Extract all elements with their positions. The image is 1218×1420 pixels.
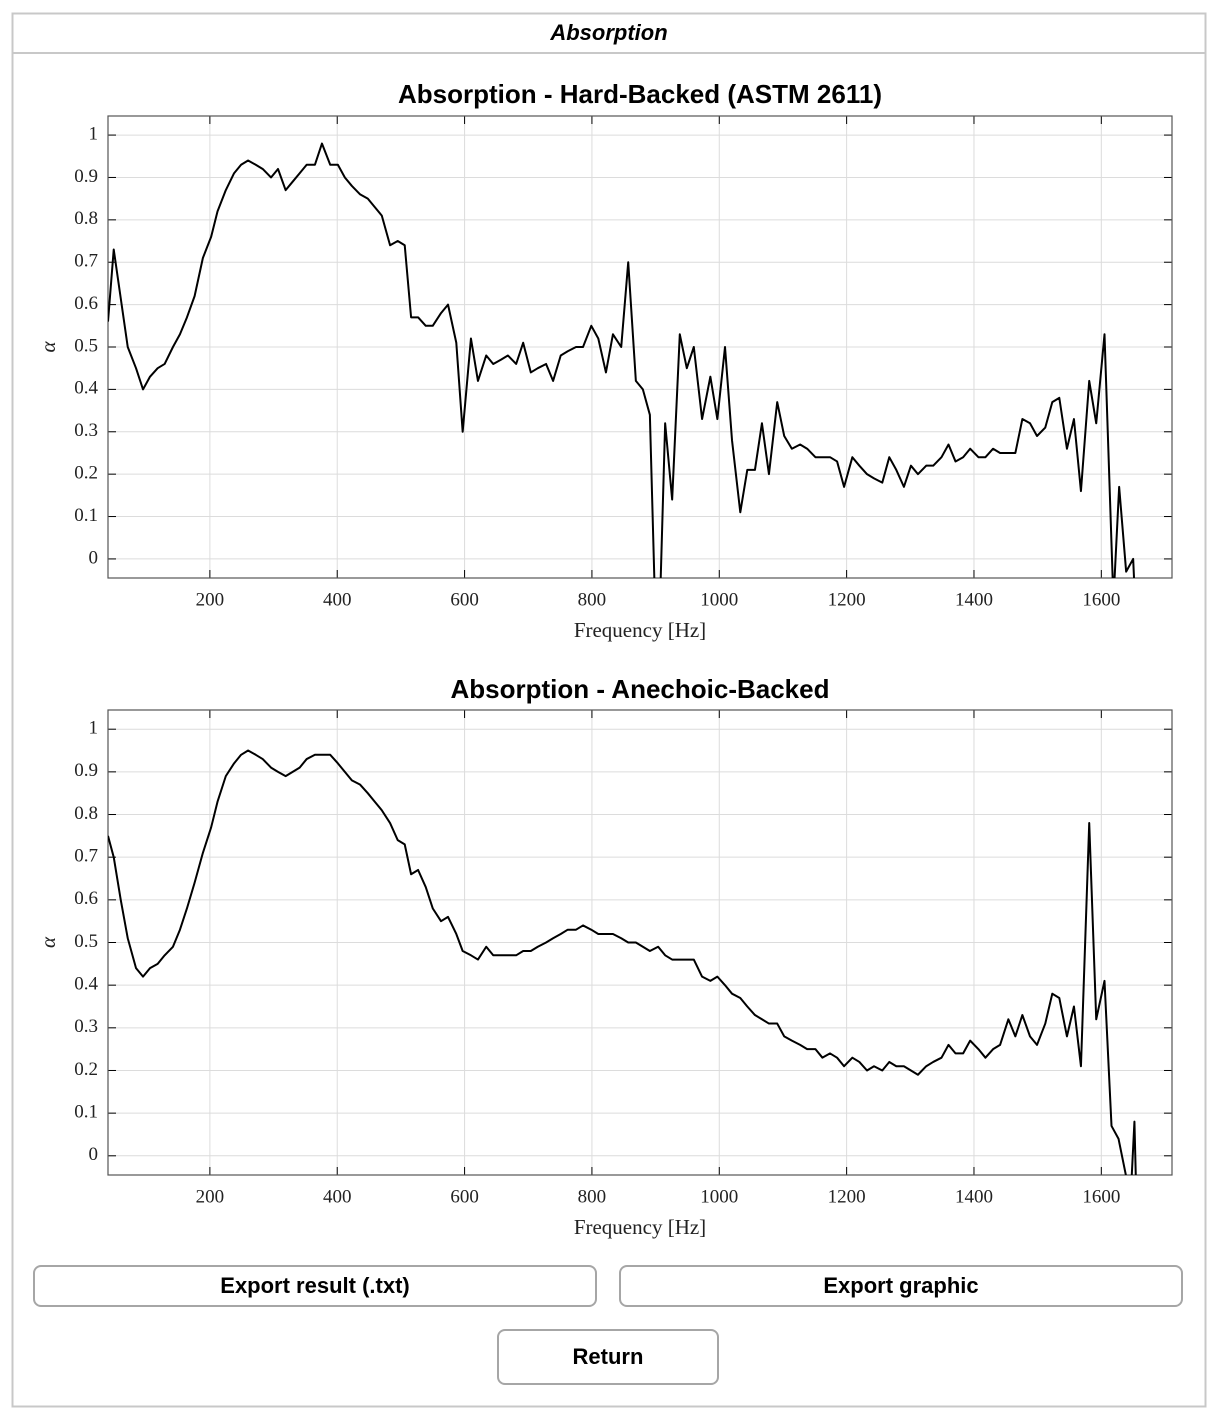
y-tick-label: 0 [89, 1144, 99, 1165]
x-tick-label: 1200 [828, 1186, 866, 1207]
plot-frame [107, 709, 1173, 1176]
y-tick-label: 0.2 [74, 1059, 98, 1080]
x-tick-label: 600 [450, 589, 479, 610]
y-tick-label: 0.7 [74, 846, 98, 867]
x-tick-label: 1000 [700, 1186, 738, 1207]
return-button[interactable]: Return [497, 1329, 719, 1385]
y-tick-label: 1 [89, 123, 99, 144]
y-tick-label: 1 [89, 718, 99, 739]
y-tick-label: 0.6 [74, 888, 98, 909]
x-tick-label: 200 [196, 589, 225, 610]
y-tick-label: 0.8 [74, 803, 98, 824]
y-tick-label: 0 [89, 547, 99, 568]
y-tick-label: 0.1 [74, 505, 98, 526]
export-graphic-button[interactable]: Export graphic [619, 1265, 1183, 1307]
y-tick-label: 0.1 [74, 1102, 98, 1123]
x-tick-label: 1000 [700, 589, 738, 610]
y-tick-label: 0.9 [74, 166, 98, 187]
x-tick-label: 1400 [955, 1186, 993, 1207]
y-axis-label: α [36, 936, 60, 948]
x-axis-label: Frequency [Hz] [574, 618, 706, 642]
x-tick-label: 1600 [1082, 1186, 1120, 1207]
y-tick-label: 0.7 [74, 251, 98, 272]
export-result-button[interactable]: Export result (.txt) [33, 1265, 597, 1307]
y-axis-label: α [36, 341, 60, 353]
plot-frame [107, 115, 1173, 579]
y-tick-label: 0.4 [74, 378, 98, 399]
chart-title: Absorption - Anechoic-Backed [451, 674, 830, 704]
x-tick-label: 1200 [828, 589, 866, 610]
y-tick-label: 0.6 [74, 293, 98, 314]
data-line [108, 142, 1136, 578]
x-tick-label: 400 [323, 589, 352, 610]
y-tick-label: 0.9 [74, 760, 98, 781]
x-axis-label: Frequency [Hz] [574, 1215, 706, 1239]
y-tick-label: 0.5 [74, 931, 98, 952]
x-tick-label: 400 [323, 1186, 352, 1207]
y-tick-label: 0.3 [74, 420, 98, 441]
y-tick-label: 0.2 [74, 463, 98, 484]
x-tick-label: 1400 [955, 589, 993, 610]
window-title: Absorption [549, 20, 667, 45]
x-tick-label: 200 [196, 1186, 225, 1207]
x-tick-label: 600 [450, 1186, 479, 1207]
x-tick-label: 800 [578, 589, 607, 610]
chart-title: Absorption - Hard-Backed (ASTM 2611) [398, 79, 882, 109]
x-tick-label: 1600 [1082, 589, 1120, 610]
data-line [108, 749, 1137, 1175]
y-tick-label: 0.3 [74, 1016, 98, 1037]
y-tick-label: 0.4 [74, 974, 98, 995]
y-tick-label: 0.5 [74, 335, 98, 356]
y-tick-label: 0.8 [74, 208, 98, 229]
x-tick-label: 800 [578, 1186, 607, 1207]
